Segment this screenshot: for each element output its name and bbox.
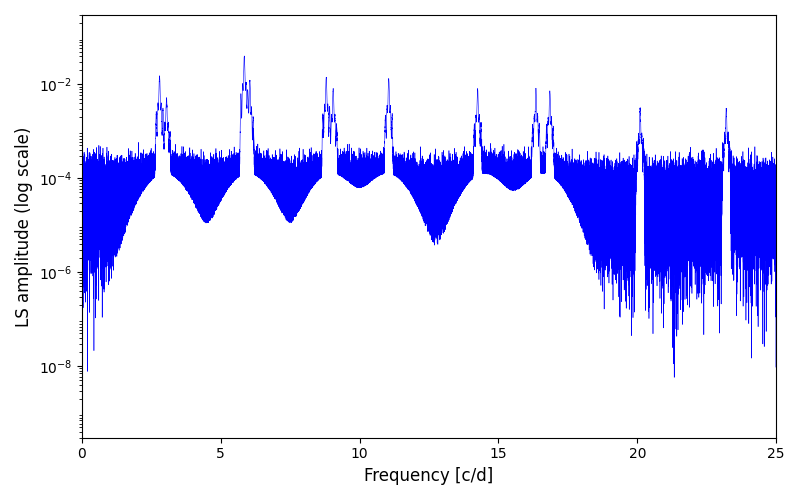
Y-axis label: LS amplitude (log scale): LS amplitude (log scale) (15, 126, 33, 326)
X-axis label: Frequency [c/d]: Frequency [c/d] (364, 467, 494, 485)
